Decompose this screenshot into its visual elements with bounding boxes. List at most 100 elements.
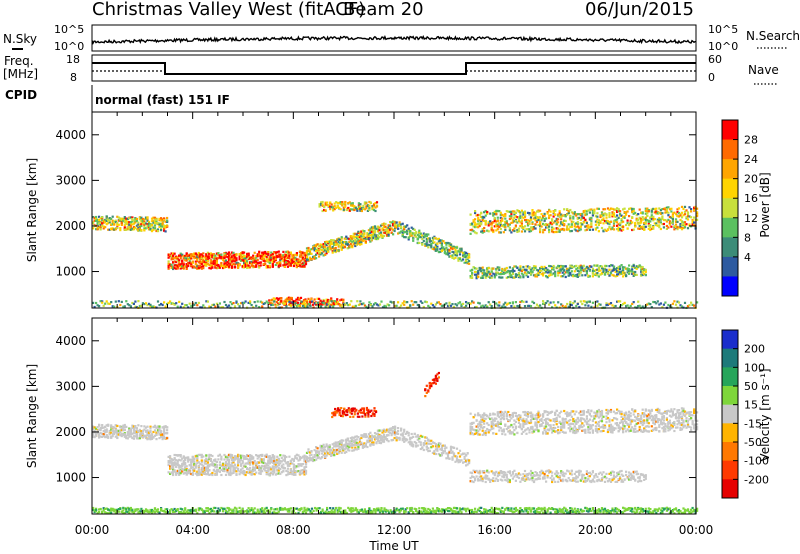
power-cell bbox=[302, 301, 306, 304]
velocity-cell bbox=[128, 427, 131, 430]
power-cell bbox=[368, 301, 371, 304]
power-cell bbox=[160, 219, 163, 222]
power-cell bbox=[138, 217, 141, 220]
velocity-cell bbox=[212, 464, 215, 467]
power-cell bbox=[474, 231, 477, 234]
velocity-cell bbox=[223, 453, 226, 457]
power-cell bbox=[265, 264, 268, 267]
power-cell bbox=[357, 202, 360, 205]
power-cell bbox=[686, 227, 690, 230]
velocity-cell bbox=[211, 471, 214, 475]
power-cell bbox=[331, 250, 334, 253]
power-cell bbox=[588, 300, 591, 303]
power-cell bbox=[330, 241, 333, 245]
power-cell bbox=[259, 261, 262, 264]
power-cell bbox=[160, 227, 163, 230]
power-cell bbox=[138, 227, 141, 230]
power-cell bbox=[116, 215, 119, 218]
power-cell bbox=[256, 258, 259, 261]
power-cell bbox=[99, 217, 102, 220]
power-cell bbox=[334, 244, 337, 247]
velocity-cell bbox=[111, 432, 114, 435]
velocity-cell bbox=[101, 426, 104, 429]
velocity-cell bbox=[179, 455, 182, 458]
power-cell bbox=[181, 260, 184, 263]
power-cell bbox=[241, 265, 244, 268]
velocity-cell bbox=[107, 436, 110, 439]
power-cell bbox=[569, 273, 572, 276]
power-cell bbox=[617, 223, 620, 226]
power-cell bbox=[415, 301, 418, 304]
power-cell bbox=[164, 226, 167, 229]
velocity-cell bbox=[140, 425, 143, 428]
power-cell bbox=[504, 301, 507, 304]
power-cell bbox=[215, 259, 218, 262]
velocity-cell bbox=[122, 429, 125, 432]
power-cell bbox=[262, 259, 265, 262]
power-cell bbox=[516, 229, 519, 232]
power-cell bbox=[244, 260, 247, 263]
power-cell bbox=[131, 223, 134, 226]
power-cell bbox=[230, 266, 234, 269]
power-cell bbox=[412, 239, 415, 242]
power-cell bbox=[262, 302, 265, 305]
power-cell bbox=[611, 215, 614, 218]
power-cell bbox=[397, 227, 400, 230]
power-cell bbox=[370, 238, 373, 241]
velocity-cell bbox=[160, 435, 163, 438]
power-cell bbox=[486, 274, 489, 277]
power-cell bbox=[384, 225, 387, 228]
power-cell bbox=[369, 227, 372, 230]
power-cell bbox=[120, 220, 123, 223]
power-cell bbox=[226, 305, 229, 308]
power-cell bbox=[656, 211, 659, 214]
power-cell bbox=[673, 211, 676, 214]
velocity-cell bbox=[153, 434, 157, 437]
power-cell bbox=[682, 224, 685, 227]
power-cell bbox=[641, 216, 644, 219]
power-cell bbox=[567, 274, 570, 277]
power-cell bbox=[343, 237, 346, 240]
velocity-cell bbox=[141, 436, 144, 439]
power-cell bbox=[543, 265, 546, 268]
power-cell bbox=[557, 270, 560, 273]
power-cell bbox=[602, 267, 605, 270]
power-cell bbox=[608, 274, 611, 277]
power-cell bbox=[344, 203, 347, 206]
power-cell bbox=[437, 301, 440, 304]
power-cell bbox=[238, 255, 241, 258]
power-cell bbox=[650, 227, 653, 230]
power-cell bbox=[365, 202, 368, 205]
power-cell bbox=[355, 243, 358, 246]
power-cell bbox=[535, 275, 539, 278]
power-cell bbox=[445, 241, 448, 245]
power-cell bbox=[163, 301, 166, 304]
power-cell bbox=[546, 300, 549, 303]
power-cell bbox=[419, 236, 422, 239]
velocity-cell bbox=[123, 423, 126, 427]
velocity-cell bbox=[167, 463, 170, 467]
power-cell bbox=[300, 300, 303, 303]
velocity-cell bbox=[226, 457, 229, 460]
beam-title: Beam 20 bbox=[343, 0, 424, 20]
velocity-cell bbox=[147, 437, 151, 440]
velocity-cell bbox=[223, 470, 226, 473]
power-cell bbox=[335, 303, 338, 306]
power-cell bbox=[501, 305, 504, 308]
power-cell bbox=[419, 232, 422, 235]
power-cell bbox=[261, 255, 264, 258]
power-cell bbox=[496, 266, 499, 269]
velocity-cell bbox=[197, 473, 200, 476]
power-cell bbox=[123, 221, 126, 224]
power-cell bbox=[594, 300, 597, 303]
velocity-cell bbox=[182, 456, 185, 459]
power-cell bbox=[334, 241, 337, 245]
nave-series-line bbox=[92, 70, 696, 75]
power-cell bbox=[528, 230, 531, 233]
power-cell bbox=[451, 250, 454, 253]
power-cell bbox=[460, 303, 463, 306]
power-cell bbox=[291, 258, 294, 261]
power-cell bbox=[215, 257, 218, 260]
velocity-cell bbox=[146, 431, 149, 434]
power-cell bbox=[508, 210, 511, 213]
